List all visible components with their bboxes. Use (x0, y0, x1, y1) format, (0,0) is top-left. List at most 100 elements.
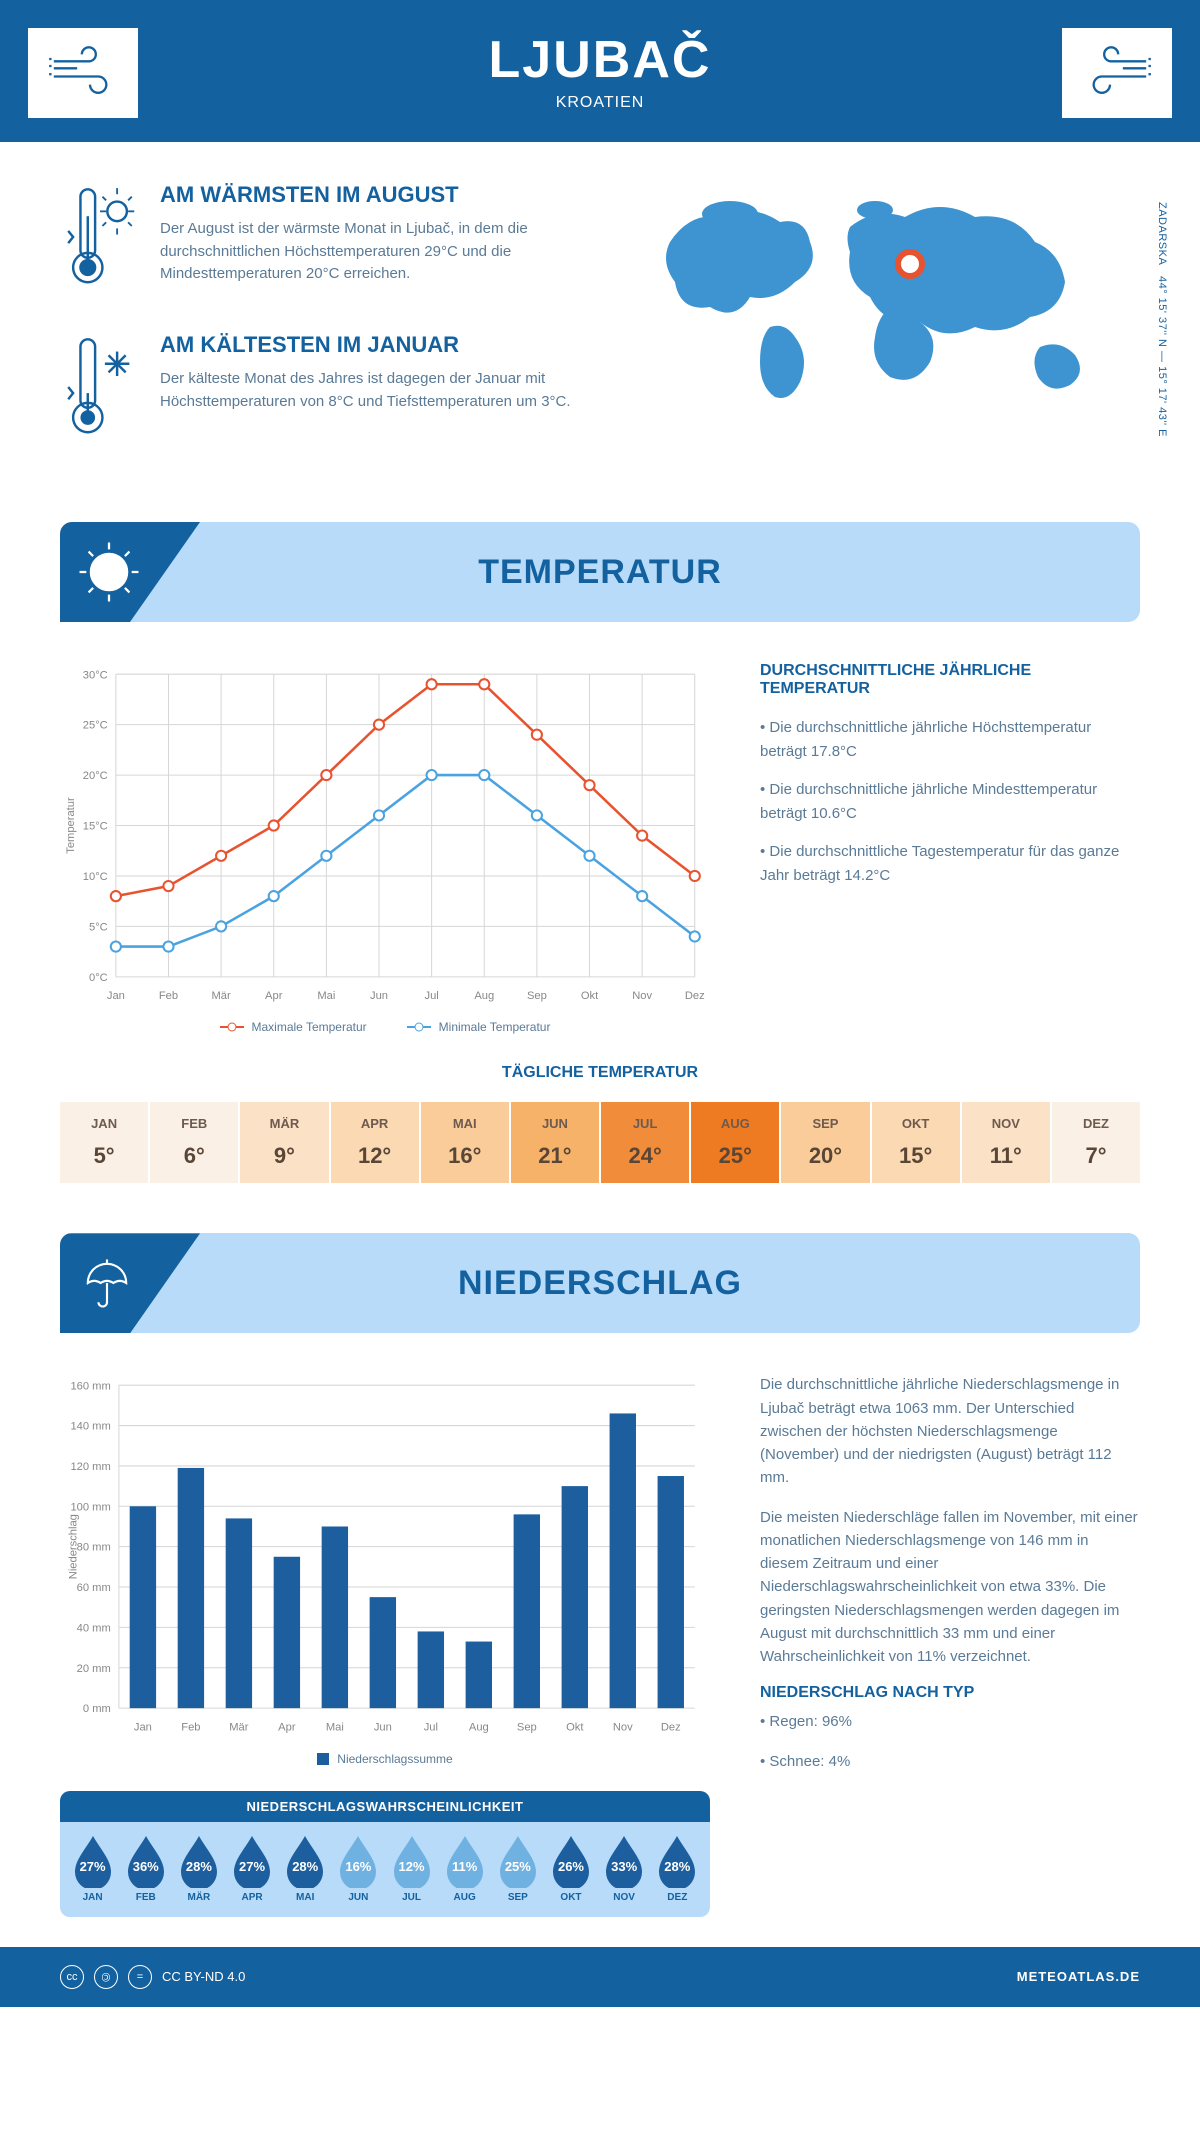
svg-text:100 mm: 100 mm (70, 1502, 110, 1514)
daily-temp-row: JAN5°FEB6°MÄR9°APR12°MAI16°JUN21°JUL24°A… (60, 1102, 1140, 1183)
coldest-body: Der kälteste Monat des Jahres ist dagege… (160, 368, 600, 413)
wind-icon (1062, 28, 1172, 118)
svg-text:25°C: 25°C (83, 720, 108, 732)
coldest-block: AM KÄLTESTEN IM JANUAR Der kälteste Mona… (60, 332, 600, 447)
probability-drop: 27%JAN (68, 1834, 118, 1903)
page-subtitle: KROATIEN (0, 94, 1200, 112)
intro-section: AM WÄRMSTEN IM AUGUST Der August ist der… (60, 182, 1140, 482)
daily-cell: MÄR9° (240, 1102, 328, 1183)
svg-text:120 mm: 120 mm (70, 1461, 110, 1473)
daily-cell: FEB6° (150, 1102, 238, 1183)
warmest-block: AM WÄRMSTEN IM AUGUST Der August ist der… (60, 182, 600, 297)
svg-text:5°C: 5°C (89, 921, 108, 933)
svg-text:Apr: Apr (278, 1722, 296, 1734)
daily-cell: NOV11° (962, 1102, 1050, 1183)
daily-cell: OKT15° (872, 1102, 960, 1183)
svg-text:Jun: Jun (370, 990, 388, 1002)
warmest-title: AM WÄRMSTEN IM AUGUST (160, 182, 600, 208)
svg-text:60 mm: 60 mm (77, 1582, 111, 1594)
svg-text:Feb: Feb (159, 990, 178, 1002)
daily-cell: SEP20° (781, 1102, 869, 1183)
precipitation-banner: NIEDERSCHLAG (60, 1233, 1140, 1333)
world-map (640, 182, 1140, 412)
sun-icon (60, 522, 200, 622)
svg-text:20°C: 20°C (83, 770, 108, 782)
footer: cc 🄯 = CC BY-ND 4.0 METEOATLAS.DE (0, 1947, 1200, 2007)
daily-cell: JAN5° (60, 1102, 148, 1183)
probability-drop: 25%SEP (493, 1834, 543, 1903)
daily-cell: JUN21° (511, 1102, 599, 1183)
daily-cell: JUL24° (601, 1102, 689, 1183)
coldest-title: AM KÄLTESTEN IM JANUAR (160, 332, 600, 358)
probability-drop: 27%APR (227, 1834, 277, 1903)
header: LJUBAČ KROATIEN (0, 0, 1200, 142)
precipitation-chart: 0 mm 20 mm 40 mm 60 mm 80 mm 100 mm 120 mm 140 … (60, 1373, 710, 1766)
svg-text:160 mm: 160 mm (70, 1381, 110, 1393)
page-title: LJUBAČ (0, 30, 1200, 90)
svg-text:Sep: Sep (517, 1722, 537, 1734)
temperature-banner: TEMPERATUR (60, 522, 1140, 622)
svg-text:Nov: Nov (632, 990, 652, 1002)
svg-text:Jan: Jan (107, 990, 125, 1002)
svg-text:Apr: Apr (265, 990, 283, 1002)
svg-text:Niederschlag: Niederschlag (67, 1514, 79, 1579)
license-text: CC BY-ND 4.0 (162, 1969, 245, 1984)
svg-text:Jul: Jul (424, 1722, 438, 1734)
wind-icon (28, 28, 138, 118)
svg-text:Okt: Okt (581, 990, 599, 1002)
svg-text:Temperatur: Temperatur (65, 797, 77, 854)
nd-icon: = (128, 1965, 152, 1989)
temperature-legend: Maximale Temperatur Minimale Temperatur (60, 1020, 710, 1034)
probability-drop: 11%AUG (440, 1834, 490, 1903)
cc-icon: cc (60, 1965, 84, 1989)
daily-cell: AUG25° (691, 1102, 779, 1183)
probability-drop: 33%NOV (599, 1834, 649, 1903)
svg-text:140 mm: 140 mm (70, 1421, 110, 1433)
svg-text:Aug: Aug (469, 1722, 489, 1734)
svg-text:Mär: Mär (229, 1722, 248, 1734)
daily-cell: APR12° (331, 1102, 419, 1183)
temperature-facts: DURCHSCHNITTLICHE JÄHRLICHE TEMPERATUR •… (760, 662, 1140, 1034)
umbrella-icon (60, 1233, 200, 1333)
svg-text:0°C: 0°C (89, 972, 108, 984)
svg-text:Nov: Nov (613, 1722, 633, 1734)
svg-text:Sep: Sep (527, 990, 547, 1002)
svg-text:40 mm: 40 mm (77, 1623, 111, 1635)
probability-drop: 16%JUN (333, 1834, 383, 1903)
svg-text:Aug: Aug (474, 990, 494, 1002)
svg-text:Feb: Feb (181, 1722, 200, 1734)
svg-text:80 mm: 80 mm (77, 1542, 111, 1554)
probability-drop: 36%FEB (121, 1834, 171, 1903)
svg-text:Okt: Okt (566, 1722, 584, 1734)
svg-text:Dez: Dez (661, 1722, 681, 1734)
thermometer-snow-icon (60, 332, 140, 447)
site-name: METEOATLAS.DE (1017, 1969, 1140, 1984)
by-icon: 🄯 (94, 1965, 118, 1989)
svg-text:30°C: 30°C (83, 669, 108, 681)
temperature-heading: TEMPERATUR (478, 553, 722, 592)
probability-drop: 26%OKT (546, 1834, 596, 1903)
daily-cell: DEZ7° (1052, 1102, 1140, 1183)
svg-text:Jul: Jul (424, 990, 438, 1002)
svg-text:Jun: Jun (374, 1722, 392, 1734)
probability-box: NIEDERSCHLAGSWAHRSCHEINLICHKEIT 27%JAN36… (60, 1791, 710, 1917)
svg-text:20 mm: 20 mm (77, 1663, 111, 1675)
daily-temp-title: TÄGLICHE TEMPERATUR (60, 1064, 1140, 1082)
svg-text:Jan: Jan (134, 1722, 152, 1734)
precipitation-heading: NIEDERSCHLAG (458, 1264, 742, 1303)
thermometer-sun-icon (60, 182, 140, 297)
svg-text:0 mm: 0 mm (83, 1704, 111, 1716)
svg-text:Dez: Dez (685, 990, 705, 1002)
daily-cell: MAI16° (421, 1102, 509, 1183)
coordinates: ZADARSKA 44° 15' 37'' N — 15° 17' 43'' E (1156, 202, 1168, 437)
probability-drop: 28%MÄR (174, 1834, 224, 1903)
probability-drop: 28%DEZ (652, 1834, 702, 1903)
temperature-chart: 0°C 5°C 10°C 15°C 20°C 25°C 30°C Jan Feb Mär Apr Ma… (60, 662, 710, 1034)
svg-text:10°C: 10°C (83, 871, 108, 883)
svg-text:15°C: 15°C (83, 821, 108, 833)
svg-text:Mär: Mär (212, 990, 231, 1002)
precipitation-facts: Die durchschnittliche jährliche Niedersc… (760, 1373, 1140, 1917)
svg-text:Mai: Mai (317, 990, 335, 1002)
probability-drop: 12%JUL (387, 1834, 437, 1903)
svg-text:Mai: Mai (326, 1722, 344, 1734)
